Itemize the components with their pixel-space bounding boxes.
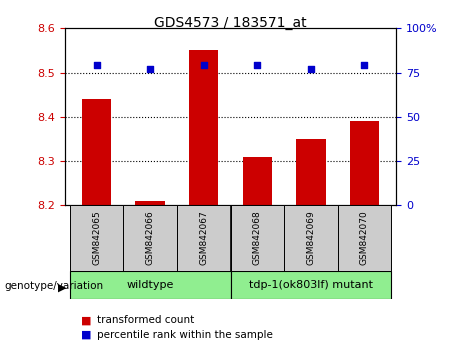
Text: percentile rank within the sample: percentile rank within the sample [97,330,273,339]
Bar [70,271,230,299]
Text: genotype/variation: genotype/variation [5,281,104,291]
Text: GSM842066: GSM842066 [146,211,155,266]
Bar [82,99,112,205]
Bar [284,205,337,271]
Bar [242,156,272,205]
Bar [136,201,165,205]
Bar [337,205,391,271]
Text: GSM842067: GSM842067 [199,211,208,266]
Point [200,63,207,68]
Point [93,63,100,68]
Bar [177,205,230,271]
Text: tdp-1(ok803lf) mutant: tdp-1(ok803lf) mutant [249,280,373,290]
Bar [349,121,379,205]
Bar [70,205,124,271]
Text: GSM842069: GSM842069 [306,211,315,266]
Point [254,63,261,68]
Text: wildtype: wildtype [126,280,174,290]
Text: GSM842070: GSM842070 [360,211,369,266]
Text: GDS4573 / 183571_at: GDS4573 / 183571_at [154,16,307,30]
Text: ▶: ▶ [58,282,66,292]
Text: transformed count: transformed count [97,315,194,325]
Point [361,63,368,68]
Text: ■: ■ [81,330,91,339]
Bar [124,205,177,271]
Bar [230,271,391,299]
Text: ■: ■ [81,315,91,325]
Text: GSM842068: GSM842068 [253,211,262,266]
Point [307,66,314,72]
Point [147,66,154,72]
Bar [296,139,325,205]
Text: GSM842065: GSM842065 [92,211,101,266]
Bar [189,50,219,205]
Bar [230,205,284,271]
